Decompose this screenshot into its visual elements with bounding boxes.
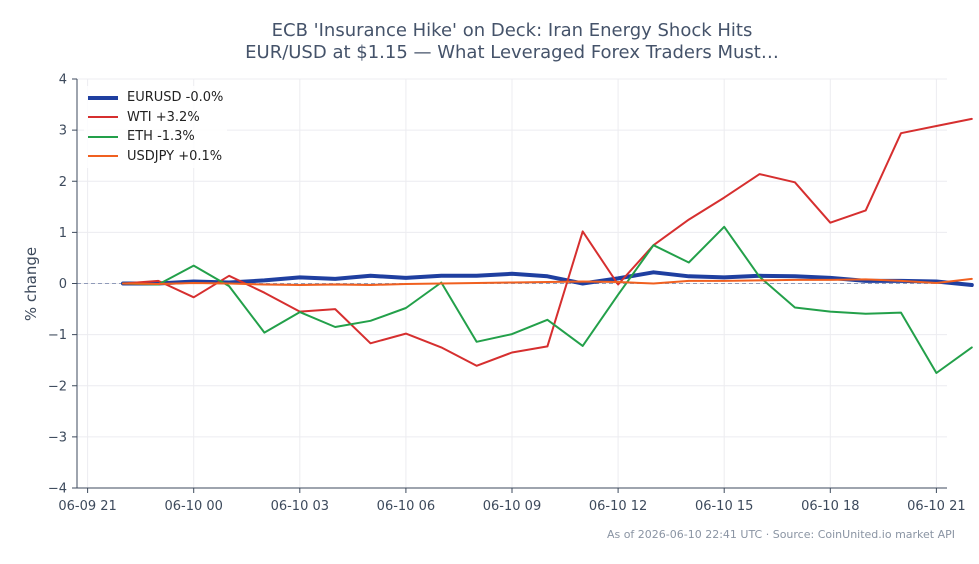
series-line-eth — [122, 225, 973, 374]
series-line-usdjpy — [122, 277, 973, 286]
legend-item-usdjpy: USDJPY +0.1% — [88, 147, 223, 167]
legend-item-eth: ETH -1.3% — [88, 127, 223, 147]
x-tick-label: 06-10 12 — [589, 499, 647, 514]
y-tick-label: −1 — [48, 328, 67, 343]
y-axis-label: % change — [22, 247, 40, 321]
x-tick-label: 06-10 21 — [907, 499, 965, 514]
chart-legend: EURUSD -0.0% WTI +3.2% ETH -1.3% USDJPY +0.… — [84, 86, 228, 168]
y-tick-label: −4 — [48, 482, 67, 497]
y-tick-label: 1 — [59, 226, 67, 241]
y-tick-label: 4 — [59, 73, 67, 88]
chart-title-line-1: ECB 'Insurance Hike' on Deck: Iran Energ… — [271, 20, 753, 41]
legend-item-wti: WTI +3.2% — [88, 108, 223, 128]
series-line-eurusd — [121, 270, 974, 287]
legend-item-eurusd: EURUSD -0.0% — [88, 88, 223, 108]
chart-title: ECB 'Insurance Hike' on Deck: Iran Energ… — [0, 20, 979, 64]
legend-swatch — [88, 135, 118, 138]
series-line-wti — [122, 117, 973, 367]
y-tick-label: −2 — [48, 379, 67, 394]
x-tick-label: 06-10 00 — [164, 499, 222, 514]
footer-source: As of 2026-06-10 22:41 UTC · Source: Coi… — [606, 528, 955, 541]
legend-swatch — [88, 155, 118, 158]
legend-swatch — [88, 116, 118, 119]
x-tick-label: 06-09 21 — [58, 499, 116, 514]
legend-label: USDJPY +0.1% — [127, 148, 223, 164]
series-lines — [121, 117, 974, 374]
axes: 4 3 2 1 0 −1 −2 −3 −4 06-09 21 06-10 00 06-10 03 06-… — [48, 73, 966, 515]
y-tick-label: 2 — [59, 175, 67, 190]
x-tick-label: 06-10 06 — [377, 499, 435, 514]
y-tick-label: −3 — [48, 430, 67, 445]
legend-label: ETH -1.3% — [127, 129, 195, 145]
x-tick-label: 06-10 15 — [695, 499, 753, 514]
x-tick-label: 06-10 09 — [483, 499, 541, 514]
legend-label: WTI +3.2% — [127, 109, 200, 125]
y-tick-label: 3 — [59, 124, 67, 139]
x-tick-label: 06-10 18 — [801, 499, 859, 514]
legend-swatch — [88, 95, 118, 100]
chart-title-line-2: EUR/USD at $1.15 — What Leveraged Forex … — [245, 42, 779, 63]
x-tick-label: 06-10 03 — [271, 499, 329, 514]
legend-label: EURUSD -0.0% — [127, 90, 224, 106]
y-tick-label: 0 — [59, 277, 67, 292]
